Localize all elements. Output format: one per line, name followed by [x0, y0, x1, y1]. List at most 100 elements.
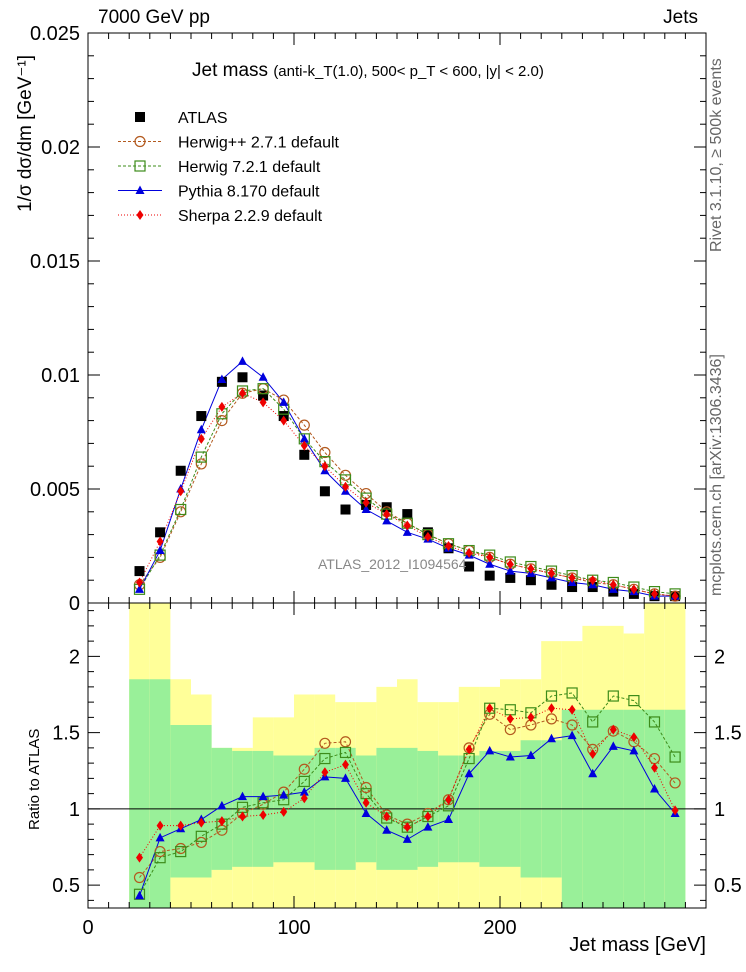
watermark: ATLAS_2012_I1094564 [318, 556, 467, 572]
legend-marker-herwigpp [134, 135, 146, 148]
ratio-point-herwigpp [298, 763, 310, 775]
legend-item-herwigpp: Herwig++ 2.7.1 default [118, 135, 340, 152]
main-point-pythia [299, 433, 309, 443]
main-point-atlas [484, 570, 495, 581]
ratio-y-tick-label: 1 [69, 799, 80, 821]
main-point-pythia [155, 545, 165, 555]
main-point-herwigpp [195, 458, 207, 470]
mcplots-side-label: mcplots.cern.ch [arXiv:1306.3436] [708, 354, 725, 596]
main-y-tick-label: 0.025 [30, 23, 80, 45]
ratio-series-group [88, 687, 706, 900]
ratio-band-inner [129, 679, 150, 908]
main-point-pythia [258, 372, 268, 381]
main-point-sherpa [321, 461, 329, 472]
legend-item-herwig7: Herwig 7.2.1 default [118, 159, 321, 176]
main-point-sherpa [156, 536, 164, 547]
main-point-pythia [485, 559, 495, 568]
legend-label-pythia: Pythia 8.170 default [178, 184, 320, 201]
main-y-tick-label: 0 [69, 593, 80, 615]
ratio-point-sherpa [651, 762, 658, 773]
ratio-point-pythia [382, 825, 392, 834]
main-point-atlas [402, 509, 413, 520]
rivet-side-label: Rivet 3.1.10, ≥ 500k events [708, 58, 725, 252]
main-point-sherpa [403, 520, 411, 531]
ratio-point-sherpa [239, 811, 246, 822]
main-line-herwigpp [139, 388, 676, 597]
ratio-point-pythia [505, 752, 515, 761]
main-point-sherpa [239, 388, 246, 399]
main-point-sherpa [589, 575, 597, 586]
ratio-point-herwig7 [587, 716, 599, 728]
main-point-herwigpp [319, 446, 331, 459]
main-point-pythia [135, 584, 144, 593]
x-tick-label: 100 [277, 917, 310, 939]
ratio-point-herwigpp [195, 836, 207, 849]
ratio-point-sherpa [465, 744, 473, 755]
ratio-point-sherpa [280, 806, 288, 817]
main-point-sherpa [259, 397, 267, 408]
x-axis-label: Jet mass [GeV] [569, 934, 706, 956]
ratio-point-sherpa [362, 797, 370, 808]
main-point-herwig7 [175, 503, 187, 516]
ratio-point-pythia [526, 750, 536, 759]
main-point-sherpa [177, 486, 185, 497]
main-point-atlas [505, 572, 516, 583]
main-point-atlas [464, 561, 475, 572]
ratio-point-herwig7 [195, 830, 207, 842]
ratio-point-pythia [650, 784, 659, 793]
main-point-herwig7 [257, 383, 269, 395]
ratio-point-herwigpp [154, 845, 166, 858]
main-point-herwigpp [216, 415, 228, 427]
main-point-sherpa [630, 584, 638, 595]
ratio-point-sherpa [300, 793, 308, 804]
main-point-sherpa [445, 541, 452, 551]
ratio-point-pythia [567, 730, 577, 740]
ratio-point-pythia [588, 768, 598, 778]
ratio-y-tick-label-right: 1 [714, 799, 725, 821]
legend-label-herwig7: Herwig 7.2.1 default [178, 159, 321, 176]
ratio-band-inner [191, 725, 212, 878]
axes-group: 0 0.005 0.01 0.015 0.02 0.025 0.5 0.5 1 1 1.5 1.5 2 2… [30, 23, 742, 939]
main-series-group [133, 356, 681, 602]
main-point-sherpa [197, 433, 205, 444]
ratio-point-herwig7 [339, 746, 352, 759]
ratio-point-sherpa [342, 759, 349, 770]
main-point-sherpa [651, 588, 658, 599]
chart-title-detail: (anti-k_T(1.0), 500< p_T < 600, |y| < 2.… [273, 63, 544, 80]
main-point-sherpa [218, 401, 226, 412]
chart-title: Jet mass (anti-k_T(1.0), 500< p_T < 600,… [192, 60, 544, 82]
ratio-point-pythia [444, 814, 453, 824]
main-y-tick-label: 0.015 [30, 251, 80, 273]
ratio-point-sherpa [527, 712, 535, 723]
main-point-atlas [319, 486, 330, 497]
legend-item-sherpa: Sherpa 2.2.9 default [118, 208, 323, 225]
chart-title-main: Jet mass [192, 60, 269, 81]
ratio-band-inner [170, 725, 191, 878]
ratio-point-sherpa [403, 822, 411, 833]
main-point-sherpa [527, 563, 535, 574]
main-point-sherpa [609, 579, 617, 590]
ratio-point-herwig7 [154, 852, 166, 864]
main-y-tick-label: 0.01 [41, 365, 80, 387]
main-point-atlas [340, 504, 351, 515]
ratio-point-pythia [608, 741, 618, 750]
ratio-point-pythia [547, 733, 556, 743]
x-tick-label: 200 [483, 917, 516, 939]
ratio-point-pythia [464, 768, 474, 778]
main-point-sherpa [342, 481, 349, 492]
ratio-y-tick-label: 0.5 [52, 875, 80, 897]
ratio-y-axis-label: Ratio to ATLAS [26, 728, 43, 830]
ratio-band-inner [149, 679, 171, 908]
legend-marker-pythia [135, 185, 145, 194]
main-point-pythia [279, 397, 289, 406]
ratio-point-sherpa [609, 724, 617, 735]
main-point-sherpa [424, 531, 432, 542]
ratio-point-sherpa [548, 703, 555, 714]
ratio-point-sherpa [445, 794, 452, 805]
ratio-point-pythia [135, 890, 144, 900]
ratio-point-pythia [258, 791, 268, 801]
ratio-point-pythia [217, 800, 227, 810]
ratio-point-herwig7 [545, 690, 558, 702]
ratio-point-herwigpp [504, 723, 516, 736]
